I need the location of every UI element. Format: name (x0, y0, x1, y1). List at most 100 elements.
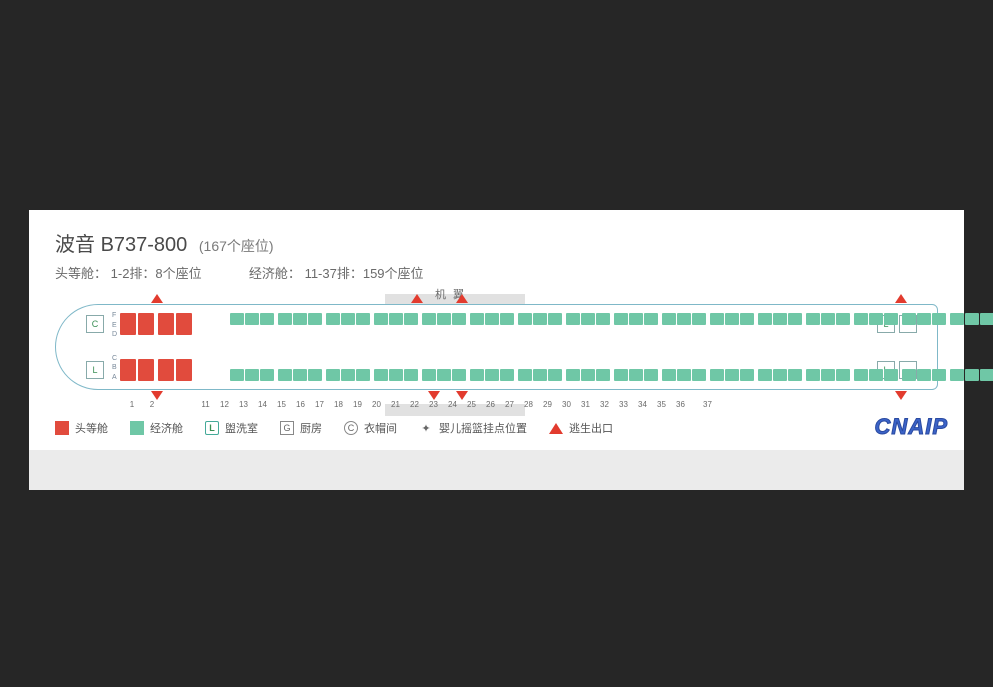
seat (293, 369, 307, 381)
seat (644, 313, 658, 325)
seat (260, 313, 274, 325)
galley-icon: G (280, 421, 294, 435)
fuselage: C L L L FEDCBAFEDCBA 1211121314151617181… (55, 304, 938, 390)
seat (884, 313, 898, 325)
seat (581, 313, 595, 325)
closet-icon: C (344, 421, 358, 435)
seat (374, 313, 388, 325)
legend-lavatory: L盥洗室 (205, 420, 258, 436)
seat (710, 369, 724, 381)
seat (404, 369, 418, 381)
seat (437, 313, 451, 325)
seat (245, 369, 259, 381)
seat (725, 369, 739, 381)
seat (374, 369, 388, 381)
seat (120, 359, 136, 381)
seat (917, 369, 931, 381)
seat (950, 369, 964, 381)
seat (470, 369, 484, 381)
seat (965, 369, 979, 381)
seat (788, 313, 802, 325)
seat (677, 369, 691, 381)
seat (176, 359, 192, 381)
economy-swatch (130, 421, 144, 435)
seat (836, 313, 850, 325)
seat (308, 313, 322, 325)
seat (950, 313, 964, 325)
exit-icon (456, 391, 468, 400)
seat (692, 313, 706, 325)
seat (932, 369, 946, 381)
seat (821, 369, 835, 381)
seat (836, 369, 850, 381)
exit-icon (428, 391, 440, 400)
seat (758, 369, 772, 381)
seat (278, 313, 292, 325)
seat (138, 359, 154, 381)
seat (965, 313, 979, 325)
seat (470, 313, 484, 325)
exit-icon (151, 391, 163, 400)
seat (341, 313, 355, 325)
seat (662, 313, 676, 325)
row-numbers: 1211121314151617181920212223242526272829… (112, 400, 895, 409)
nose-service-top: C (86, 315, 104, 333)
nose-lavatory-icon: L (86, 361, 104, 379)
seat (614, 313, 628, 325)
seat (629, 369, 643, 381)
sub-line: 头等舱： 1-2排：8个座位 经济舱： 11-37排：159个座位 (55, 263, 938, 282)
exit-icon (895, 391, 907, 400)
seat (629, 313, 643, 325)
seat (677, 313, 691, 325)
baby-icon: ✦ (419, 421, 433, 435)
seat (581, 369, 595, 381)
legend-baby: ✦婴儿摇篮挂点位置 (419, 420, 527, 436)
seat (566, 369, 580, 381)
seat (326, 369, 340, 381)
seat (356, 369, 370, 381)
title-seats: (167个座位) (199, 238, 274, 254)
seat (138, 313, 154, 335)
seat (596, 313, 610, 325)
seat-map-card: 波音 B737-800 (167个座位) 头等舱： 1-2排：8个座位 经济舱：… (29, 210, 964, 450)
seat (500, 313, 514, 325)
first-class-value: 1-2排：8个座位 (111, 266, 202, 281)
seat (725, 313, 739, 325)
seat (980, 369, 993, 381)
seat (485, 313, 499, 325)
seat (596, 369, 610, 381)
legend-galley: G厨房 (280, 420, 322, 436)
seat (854, 313, 868, 325)
seat (980, 313, 993, 325)
seat (308, 369, 322, 381)
legend-exit: 逃生出口 (549, 420, 613, 436)
exit-icon (895, 294, 907, 303)
seat (533, 369, 547, 381)
seat (740, 313, 754, 325)
seat (692, 369, 706, 381)
seat (917, 313, 931, 325)
seat (176, 313, 192, 335)
cabin: FEDCBAFEDCBA (112, 313, 895, 381)
gallery-band (29, 450, 964, 490)
seat (740, 369, 754, 381)
seat (902, 313, 916, 325)
seat (245, 313, 259, 325)
seat (341, 369, 355, 381)
title-line: 波音 B737-800 (167个座位) (55, 228, 938, 257)
seat (821, 313, 835, 325)
seat (158, 359, 174, 381)
seat (422, 313, 436, 325)
seat (518, 313, 532, 325)
seat (773, 313, 787, 325)
seat (485, 369, 499, 381)
title-model: B737-800 (101, 234, 188, 256)
seat (869, 369, 883, 381)
economy-label: 经济舱： (249, 266, 301, 281)
exit-icon (411, 294, 423, 303)
seat (773, 369, 787, 381)
seat (614, 369, 628, 381)
seat (758, 313, 772, 325)
seat (120, 313, 136, 335)
seat (662, 369, 676, 381)
